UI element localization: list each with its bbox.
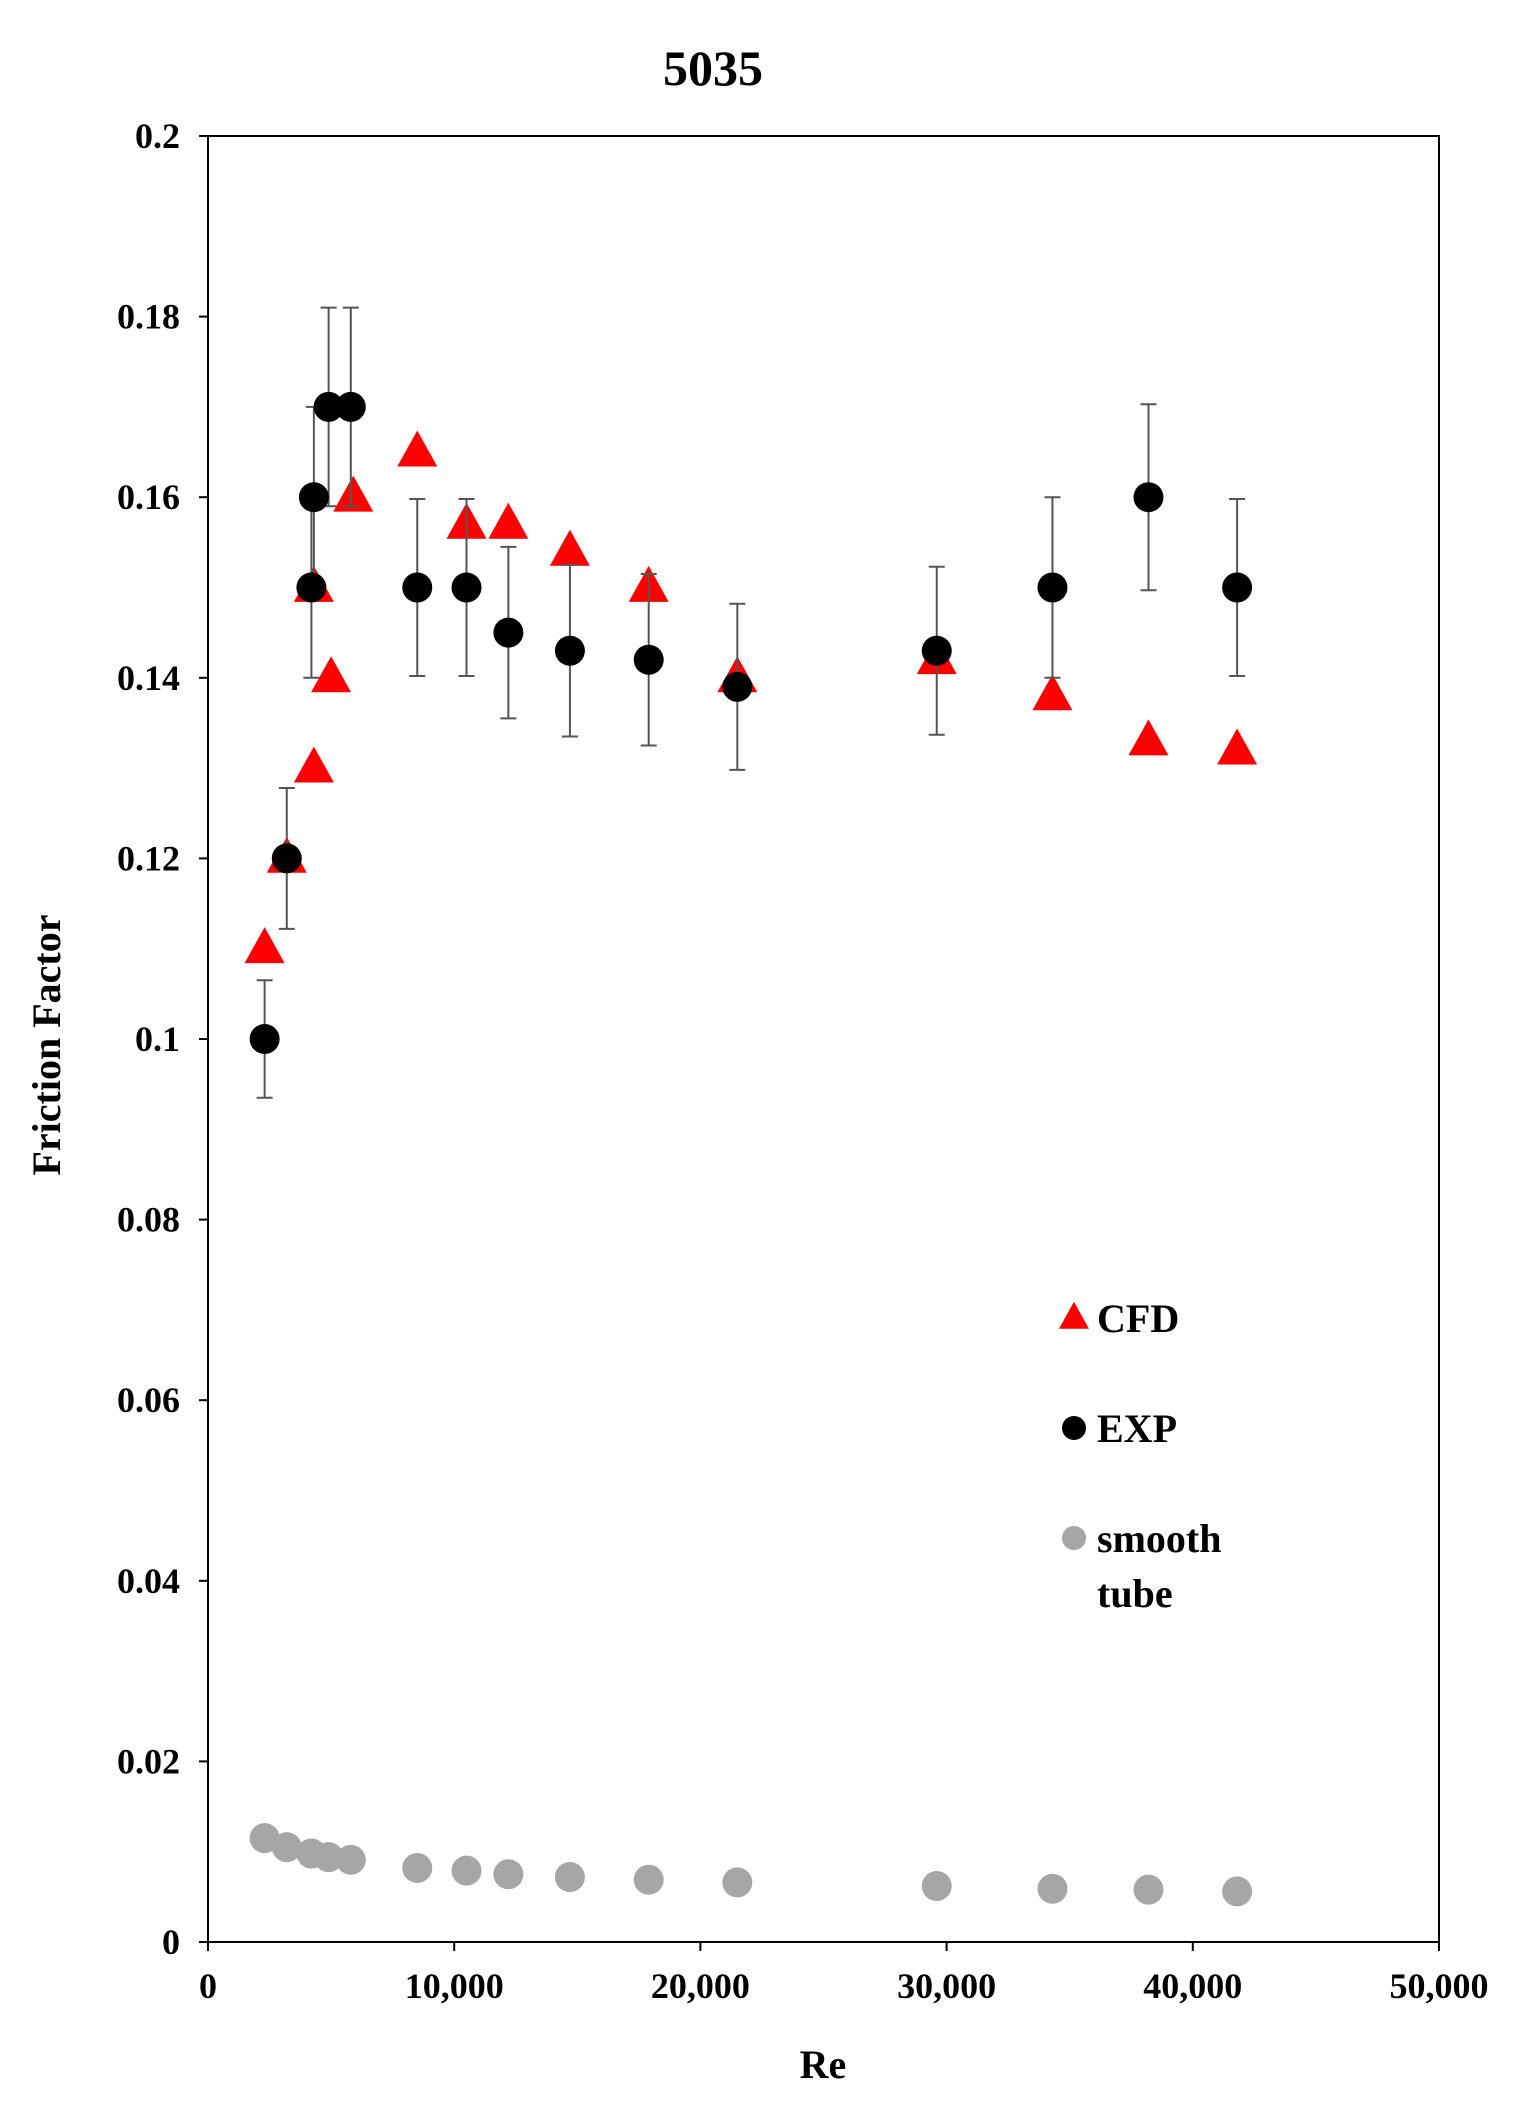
exp-point bbox=[296, 572, 327, 603]
legend-label-line: smooth bbox=[1097, 1516, 1221, 1561]
x-axis-ticks: 0 10,000 20,000 30,000 40,000 50,000 bbox=[199, 1942, 1489, 2006]
legend-marker-exp bbox=[1062, 1416, 1086, 1440]
smooth-tube-point bbox=[1133, 1874, 1164, 1905]
exp-point bbox=[451, 572, 482, 603]
cfd-point bbox=[1128, 719, 1169, 756]
x-tick-label: 40,000 bbox=[1143, 1966, 1242, 2006]
exp-point bbox=[554, 635, 585, 666]
exp-point bbox=[493, 617, 524, 648]
legend-marker-smooth-tube bbox=[1062, 1526, 1086, 1550]
x-tick-label: 10,000 bbox=[405, 1966, 504, 2006]
legend-label: CFD bbox=[1097, 1296, 1179, 1341]
exp-point bbox=[249, 1024, 280, 1054]
chart-title: 5035 bbox=[663, 40, 763, 96]
cfd-point bbox=[1217, 728, 1258, 765]
smooth-tube-point bbox=[451, 1855, 482, 1886]
exp-point bbox=[335, 391, 366, 422]
legend-item-exp: EXP bbox=[1062, 1406, 1177, 1451]
x-tick-label: 0 bbox=[199, 1966, 217, 2006]
smooth-tube-point bbox=[493, 1859, 524, 1890]
smooth-tube-point bbox=[722, 1867, 753, 1898]
y-tick-label: 0.08 bbox=[117, 1200, 180, 1240]
cfd-point bbox=[311, 656, 352, 693]
smooth-tube-point bbox=[633, 1864, 664, 1895]
legend: CFD EXP smooth tube bbox=[1059, 1296, 1221, 1616]
legend-item-smooth-tube: smooth tube bbox=[1062, 1516, 1221, 1616]
cfd-point bbox=[333, 475, 374, 512]
smooth-tube-point bbox=[402, 1852, 433, 1883]
y-tick-label: 0.12 bbox=[117, 838, 180, 878]
error-bars bbox=[256, 306, 1246, 1099]
plot-area-frame bbox=[207, 135, 1440, 1943]
y-tick-label: 0.04 bbox=[117, 1561, 180, 1601]
legend-label: EXP bbox=[1097, 1406, 1177, 1451]
y-tick-label: 0.2 bbox=[135, 116, 180, 156]
cfd-point bbox=[549, 529, 590, 566]
x-tick-label: 50,000 bbox=[1390, 1966, 1489, 2006]
legend-marker-cfd bbox=[1059, 1301, 1089, 1329]
smooth-tube-point bbox=[554, 1861, 585, 1892]
exp-point bbox=[1222, 572, 1253, 603]
smooth-tube-point bbox=[921, 1871, 952, 1902]
y-axis-ticks: 0 0.02 0.04 0.06 0.08 0.1 0.12 0.14 0.16 0.18 0.2 bbox=[117, 116, 208, 1962]
legend-item-cfd: CFD bbox=[1059, 1296, 1179, 1341]
y-axis-label: Friction Factor bbox=[24, 915, 69, 1176]
smooth-tube-point bbox=[1222, 1876, 1253, 1907]
exp-point bbox=[722, 671, 753, 702]
smooth-tube-point bbox=[335, 1844, 366, 1875]
smooth-tube-point bbox=[1037, 1873, 1068, 1904]
y-tick-label: 0.06 bbox=[117, 1380, 180, 1420]
exp-point bbox=[271, 843, 302, 874]
exp-point bbox=[402, 572, 433, 603]
y-tick-label: 0.18 bbox=[117, 297, 180, 337]
x-tick-label: 30,000 bbox=[897, 1966, 996, 2006]
legend-label-line: tube bbox=[1097, 1571, 1173, 1616]
series-cfd bbox=[244, 430, 1258, 964]
y-tick-label: 0.1 bbox=[135, 1019, 180, 1059]
exp-point bbox=[1037, 572, 1068, 603]
exp-point bbox=[921, 635, 952, 666]
cfd-point bbox=[397, 430, 438, 467]
exp-point bbox=[298, 482, 329, 513]
x-axis-label: Re bbox=[800, 2042, 847, 2087]
cfd-point bbox=[293, 746, 334, 783]
y-tick-label: 0 bbox=[162, 1922, 180, 1962]
cfd-point bbox=[1032, 674, 1073, 711]
cfd-point bbox=[488, 502, 529, 539]
y-tick-label: 0.02 bbox=[117, 1741, 180, 1781]
data-series bbox=[244, 306, 1258, 1907]
cfd-point bbox=[244, 927, 285, 964]
series-smooth-tube bbox=[249, 1823, 1253, 1907]
smooth-tube-point bbox=[271, 1832, 302, 1863]
y-tick-label: 0.16 bbox=[117, 477, 180, 517]
x-tick-label: 20,000 bbox=[651, 1966, 750, 2006]
exp-point bbox=[1133, 482, 1164, 513]
series-exp bbox=[249, 306, 1253, 1099]
exp-point bbox=[313, 391, 344, 422]
exp-point bbox=[633, 644, 664, 675]
smooth-tube-point bbox=[313, 1842, 344, 1873]
y-tick-label: 0.14 bbox=[117, 658, 180, 698]
